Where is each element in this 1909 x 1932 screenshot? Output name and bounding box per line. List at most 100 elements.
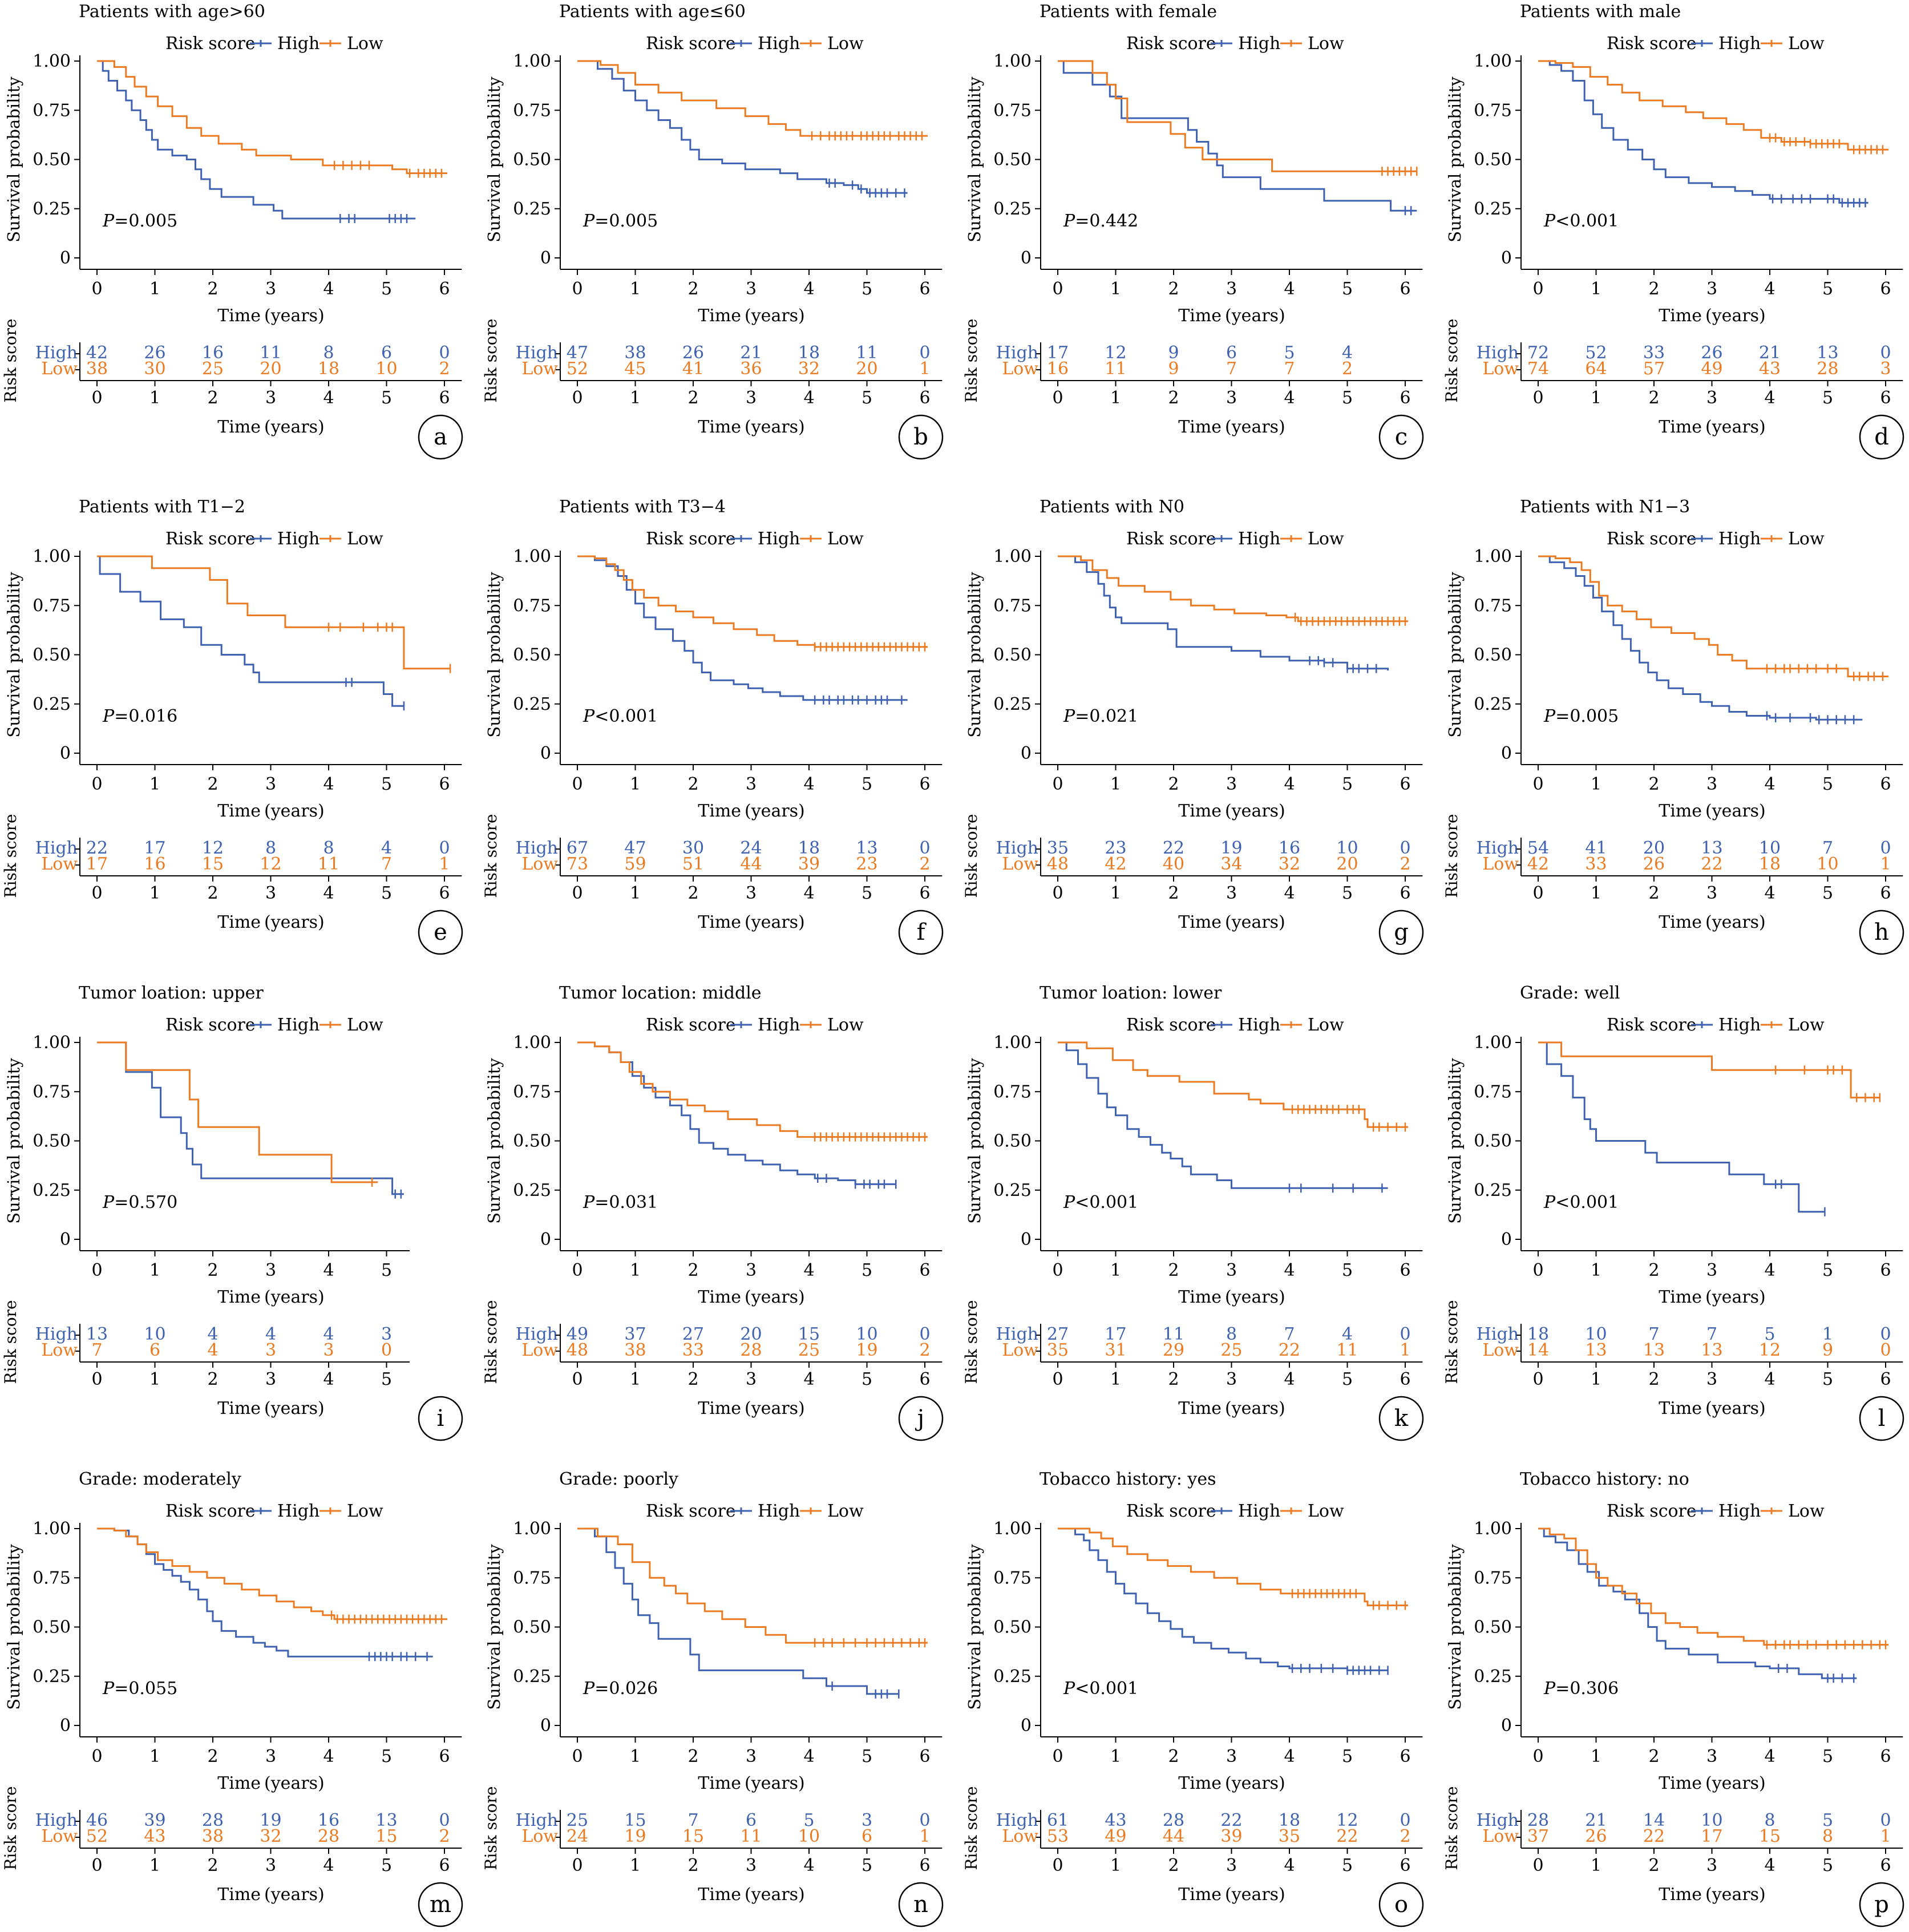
risk-count-high: 26 [682,343,704,363]
p-value-text: =0.021 [1075,706,1138,726]
risk-x-tick-label: 0 [1052,1369,1063,1389]
risk-count-low: 7 [1226,359,1237,379]
y-tick-label: 0.25 [513,199,551,219]
risk-count-high: 10 [856,1324,877,1344]
risk-count-high: 26 [144,343,165,363]
risk-count-high: 18 [1527,1324,1549,1344]
y-axis-label: Survival probability [965,76,984,242]
legend-title: Risk score [1607,1501,1697,1521]
x-tick-label: 5 [1342,1260,1353,1280]
risk-count-low: 2 [1400,854,1410,874]
y-tick-label: 0.75 [1474,596,1512,616]
survival-curve-high [97,1041,404,1195]
risk-count-high: 39 [144,1810,165,1830]
risk-count-high: 7 [1706,1324,1717,1344]
legend-mark-low [807,1507,814,1514]
y-tick-label: 0 [540,743,551,763]
risk-x-tick-label: 3 [1226,883,1237,903]
panel-title: Grade: moderately [79,1469,241,1489]
risk-count-high: 17 [144,838,165,858]
risk-x-axis-label: Time (years) [217,1885,325,1905]
risk-count-high: 30 [682,838,704,858]
legend-label-high: High [277,1015,319,1035]
risk-count-high: 18 [798,838,820,858]
risk-count-high: 33 [1643,343,1665,363]
panel-title: Tumor loation: lower [1040,983,1222,1003]
risk-x-tick-label: 2 [1648,1856,1659,1876]
y-tick-label: 0.25 [993,1667,1032,1687]
risk-x-tick-label: 4 [803,883,814,903]
panel-letter: g [1394,919,1409,945]
risk-count-high: 4 [207,1324,218,1344]
risk-x-axis-label: Time (years) [217,417,325,437]
y-tick-label: 0.50 [1474,1618,1512,1638]
legend-label-low: Low [827,1015,864,1035]
legend-mark-low [1768,1507,1775,1514]
legend-mark-low [1768,1021,1775,1028]
legend-title: Risk score [1126,529,1216,549]
x-tick-label: 2 [687,774,698,794]
risk-row-label-high: High [996,1810,1038,1830]
risk-row-label-high: High [516,1810,558,1830]
risk-count-low: 22 [1336,1826,1358,1846]
legend-mark-high [1698,40,1705,47]
risk-x-tick-label: 2 [1648,388,1659,408]
risk-x-tick-label: 0 [91,883,102,903]
y-tick-label: 0.25 [993,199,1032,219]
x-tick-label: 6 [919,279,930,299]
risk-count-high: 12 [1105,343,1126,363]
risk-table-ylabel: Risk score [1442,1786,1461,1870]
risk-count-low: 3 [265,1340,276,1360]
risk-count-high: 4 [381,838,392,858]
risk-count-low: 0 [381,1340,392,1360]
risk-row-label-low: Low [41,1826,78,1846]
risk-count-low: 30 [144,359,165,379]
panel-letter: o [1394,1891,1408,1918]
legend-label-high: High [758,529,800,549]
risk-x-axis-label: Time (years) [1659,1885,1766,1905]
risk-count-high: 21 [740,343,762,363]
p-symbol: P [1063,706,1075,726]
risk-x-tick-label: 3 [1226,1369,1237,1389]
risk-x-axis-label: Time (years) [698,1885,805,1905]
y-tick-label: 0 [540,1230,551,1250]
p-value-text: <0.001 [1075,1193,1138,1212]
risk-count-high: 72 [1527,343,1549,363]
risk-count-low: 33 [682,1340,704,1360]
risk-count-low: 7 [1284,359,1295,379]
p-value: P<0.001 [1543,1193,1619,1212]
y-tick-label: 1.00 [33,51,71,71]
y-tick-label: 0.25 [33,1667,71,1687]
x-tick-label: 3 [265,1747,276,1767]
risk-x-axis-label: Time (years) [1178,417,1285,437]
x-tick-label: 4 [803,774,814,794]
risk-x-tick-label: 1 [1591,1856,1601,1876]
risk-count-high: 10 [1701,1810,1722,1830]
legend-title: Risk score [165,34,256,54]
risk-count-high: 18 [798,343,820,363]
legend-label-high: High [1718,1015,1761,1035]
risk-x-tick-label: 6 [1400,1369,1410,1389]
risk-row-label-low: Low [41,854,78,874]
risk-count-low: 74 [1527,359,1549,379]
risk-count-low: 11 [1336,1340,1358,1360]
x-axis-label: Time (years) [1659,801,1766,821]
risk-count-low: 2 [1342,359,1353,379]
risk-x-tick-label: 5 [1822,1369,1833,1389]
legend-label-low: Low [347,1015,383,1035]
risk-x-tick-label: 5 [862,1369,872,1389]
risk-count-low: 57 [1643,359,1665,379]
risk-count-low: 19 [624,1826,646,1846]
risk-row-label-high: High [516,838,558,858]
x-tick-label: 5 [1822,279,1833,299]
risk-x-tick-label: 4 [1284,388,1295,408]
p-symbol: P [1543,211,1556,231]
legend-mark-low [807,40,814,47]
x-tick-label: 5 [381,279,392,299]
risk-count-high: 16 [202,343,224,363]
x-tick-label: 0 [91,774,102,794]
x-tick-label: 4 [1284,279,1295,299]
legend-label-low: Low [347,1501,383,1521]
y-tick-label: 0.25 [993,694,1032,714]
